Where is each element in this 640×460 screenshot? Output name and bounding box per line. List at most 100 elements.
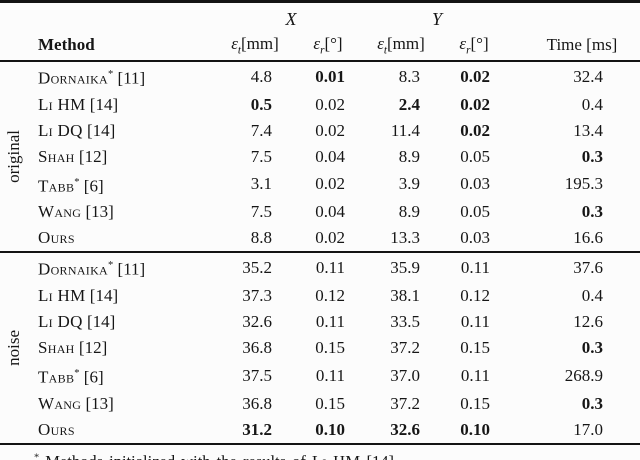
section-label-text: noise <box>4 330 23 366</box>
value-cell: 4.8 <box>250 66 272 86</box>
method-name: Dornaika <box>38 68 109 88</box>
group-header-x: X <box>285 9 297 29</box>
value-cell: 7.4 <box>250 120 272 140</box>
method-cell: Tabb* [6] <box>28 170 218 200</box>
table-row: Shah [12] 36.8 0.15 37.2 0.15 0.3 <box>0 335 640 361</box>
value-cell: 0.02 <box>460 120 491 140</box>
value-cell: 0.15 <box>460 393 491 413</box>
method-cell: Tabb* [6] <box>28 361 218 391</box>
table-row: Wang [13] 7.5 0.04 8.9 0.05 0.3 <box>0 199 640 225</box>
value-cell: 3.1 <box>250 174 272 194</box>
value-cell: 11.4 <box>390 120 420 140</box>
column-header-er-y: εr[°] <box>438 30 510 61</box>
footnote-marker: * <box>34 452 40 460</box>
section-label-original: original <box>0 61 28 252</box>
value-cell: 0.02 <box>315 228 345 248</box>
method-ref: [6] <box>79 367 104 387</box>
method-name: Li HM <box>38 94 86 114</box>
method-name: Wang <box>38 393 82 413</box>
value-cell: 16.6 <box>573 228 604 248</box>
column-header-er-x: εr[°] <box>292 30 364 61</box>
value-cell: 0.10 <box>460 419 491 439</box>
table-row: noise Dornaika* [11] 35.2 0.11 35.9 0.11 37.6 <box>0 252 640 366</box>
method-ref: [11] <box>113 259 146 279</box>
value-cell: 0.02 <box>315 120 345 140</box>
method-ref: [12] <box>74 146 108 166</box>
value-cell: 12.6 <box>573 311 604 331</box>
method-ref: [14] <box>85 285 119 305</box>
method-cell: Li DQ [14] <box>28 118 218 144</box>
method-ref: [13] <box>81 202 114 222</box>
method-cell: Ours <box>28 417 218 444</box>
method-ref: [11] <box>113 68 146 88</box>
table-header: X Y Method εt[mm] εr[°] εt[mm] εr[°] Tim… <box>0 2 640 61</box>
method-marker: * <box>74 367 80 379</box>
table-row: Tabb* [6] 3.1 0.02 3.9 0.03 195.3 <box>0 170 640 200</box>
method-name: Ours <box>38 419 75 439</box>
column-header-row: Method εt[mm] εr[°] εt[mm] εr[°] Time [m… <box>0 30 640 61</box>
table-row: Ours 31.2 0.10 32.6 0.10 17.0 <box>0 417 640 444</box>
value-cell: 32.6 <box>390 419 420 439</box>
value-cell: 0.01 <box>315 66 345 86</box>
value-cell: 0.03 <box>460 174 491 194</box>
spacer-cell <box>0 2 28 31</box>
value-cell: 17.0 <box>573 419 604 439</box>
value-cell: 8.9 <box>398 202 420 222</box>
value-cell: 0.12 <box>460 285 491 305</box>
section-label-text: original <box>4 130 23 184</box>
method-marker: * <box>108 260 114 272</box>
value-cell: 0.04 <box>315 202 345 222</box>
column-header-time: Time [ms] <box>546 35 618 54</box>
spacer-cell <box>28 2 218 31</box>
value-cell: 37.3 <box>242 285 272 305</box>
method-ref: [14] <box>82 311 116 331</box>
column-header-method: Method <box>38 35 95 54</box>
value-cell: 8.8 <box>250 228 272 248</box>
section-original: original Dornaika* [11] 4.8 0.01 8.3 0.02 32.4… <box>0 61 640 252</box>
table-row: Ours 8.8 0.02 13.3 0.03 16.6 <box>0 225 640 252</box>
method-cell: Li HM [14] <box>28 283 218 309</box>
value-cell: 0.5 <box>250 94 272 114</box>
value-cell: 195.3 <box>564 174 604 194</box>
value-cell: 0.3 <box>581 146 604 166</box>
value-cell: 0.3 <box>581 202 604 222</box>
table-row: Li HM [14] 0.5 0.02 2.4 0.02 0.4 <box>0 92 640 118</box>
value-cell: 13.3 <box>390 228 420 248</box>
method-name: Shah <box>38 146 75 166</box>
metric-unit: [°] <box>470 33 489 53</box>
method-cell: Li HM [14] <box>28 92 218 118</box>
value-cell: 35.2 <box>242 258 272 278</box>
value-cell: 0.12 <box>315 285 345 305</box>
metric-subscript: r <box>466 44 471 57</box>
value-cell: 0.4 <box>581 285 604 305</box>
value-cell: 33.5 <box>390 311 420 331</box>
metric-unit: [mm] <box>387 33 425 53</box>
value-cell: 2.4 <box>398 94 420 114</box>
value-cell: 0.11 <box>460 258 491 278</box>
value-cell: 0.11 <box>315 311 345 331</box>
value-cell: 0.11 <box>315 365 345 385</box>
value-cell: 3.9 <box>398 174 420 194</box>
value-cell: 37.2 <box>390 393 420 413</box>
value-cell: 0.02 <box>460 94 491 114</box>
method-ref: [14] <box>85 94 119 114</box>
footnote-ref: [14] <box>366 452 394 460</box>
value-cell: 0.11 <box>315 258 345 278</box>
value-cell: 0.11 <box>460 311 491 331</box>
value-cell: 0.02 <box>315 94 345 114</box>
footnote-method: Li HM <box>312 452 360 460</box>
metric-subscript: r <box>320 44 325 57</box>
value-cell: 0.04 <box>315 146 345 166</box>
method-name: Li DQ <box>38 311 83 331</box>
column-header-et-x: εt[mm] <box>218 30 292 61</box>
table-row: original Dornaika* [11] 4.8 0.01 8.3 0.02 32.4 <box>0 61 640 183</box>
value-cell: 0.05 <box>460 202 491 222</box>
table-row: Shah [12] 7.5 0.04 8.9 0.05 0.3 <box>0 144 640 170</box>
method-ref: [13] <box>81 393 114 413</box>
value-cell: 37.0 <box>390 365 420 385</box>
method-name: Shah <box>38 337 75 357</box>
value-cell: 0.15 <box>460 337 491 357</box>
footnote: * Methods initialized with the results o… <box>0 452 640 460</box>
table-row: Li DQ [14] 32.6 0.11 33.5 0.11 12.6 <box>0 309 640 335</box>
metric-unit: [mm] <box>241 33 279 53</box>
